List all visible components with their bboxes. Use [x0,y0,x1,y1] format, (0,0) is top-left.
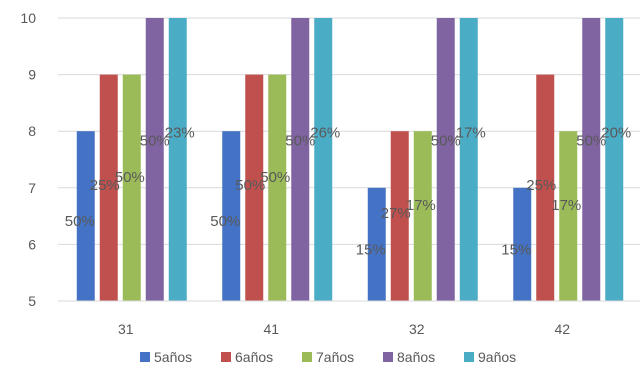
y-tick-label: 6 [28,236,36,252]
bar-8años-42 [582,18,601,301]
bar-9años-42 [605,18,624,301]
legend-swatch [221,352,231,362]
data-label: 50% [285,133,315,150]
x-axis: 31 41 32 42 [58,300,640,337]
data-label: 26% [310,125,340,142]
bar-9años-41 [314,18,333,301]
bars [76,18,624,301]
y-tick-label: 5 [28,293,36,309]
bar-5años-32 [367,187,386,301]
bar-9años-32 [459,18,478,301]
legend-swatch [140,352,150,362]
data-label: 25% [90,177,120,194]
bar-5años-31 [76,131,95,301]
bar-8años-32 [436,18,455,301]
bar-7años-41 [268,74,287,301]
bar-6años-42 [536,74,555,301]
x-tick-label: 31 [118,321,134,337]
data-label: 15% [356,241,386,258]
data-label: 23% [165,125,195,142]
data-labels: 50%25%50%50%23%50%50%50%50%26%15%27%17%5… [65,125,632,259]
legend-item-7años[interactable]: 7años [302,349,354,365]
legend-swatch [464,352,474,362]
data-label: 50% [235,177,265,194]
data-label: 15% [501,241,531,258]
bar-7años-31 [122,74,141,301]
legend-label: 7años [316,349,354,365]
data-label: 20% [601,125,631,142]
bar-7años-32 [413,131,432,301]
y-tick-label: 9 [28,67,36,83]
data-label: 50% [260,169,290,186]
x-tick-label: 42 [554,321,570,337]
bar-9años-31 [168,18,187,301]
bar-8años-41 [291,18,310,301]
bar-5años-41 [222,131,241,301]
bar-8años-31 [145,18,164,301]
legend-label: 6años [235,349,273,365]
data-label: 17% [551,197,581,214]
data-label: 50% [65,213,95,230]
y-tick-label: 7 [28,180,36,196]
legend-label: 9años [478,349,516,365]
bar-5años-42 [513,187,532,301]
data-label: 27% [381,205,411,222]
y-axis: 5 6 7 8 9 10 [20,10,36,309]
y-tick-label: 8 [28,123,36,139]
data-label: 17% [406,197,436,214]
legend[interactable]: 5años 6años 7años 8años 9años [140,349,516,365]
data-label: 50% [431,133,461,150]
y-tick-label: 10 [20,10,36,26]
legend-swatch [383,352,393,362]
data-label: 50% [140,133,170,150]
legend-item-5años[interactable]: 5años [140,349,192,365]
bar-6años-32 [390,131,409,301]
legend-item-9años[interactable]: 9años [464,349,516,365]
bar-6años-31 [99,74,118,301]
x-tick-label: 32 [409,321,425,337]
legend-item-6años[interactable]: 6años [221,349,273,365]
bar-7años-42 [559,131,578,301]
data-label: 17% [456,125,486,142]
data-label: 50% [210,213,240,230]
legend-label: 8años [397,349,435,365]
legend-label: 5años [154,349,192,365]
data-label: 50% [576,133,606,150]
legend-swatch [302,352,312,362]
data-label: 25% [526,177,556,194]
legend-item-8años[interactable]: 8años [383,349,435,365]
bar-6años-41 [245,74,264,301]
x-tick-label: 41 [263,321,279,337]
data-label: 50% [115,169,145,186]
